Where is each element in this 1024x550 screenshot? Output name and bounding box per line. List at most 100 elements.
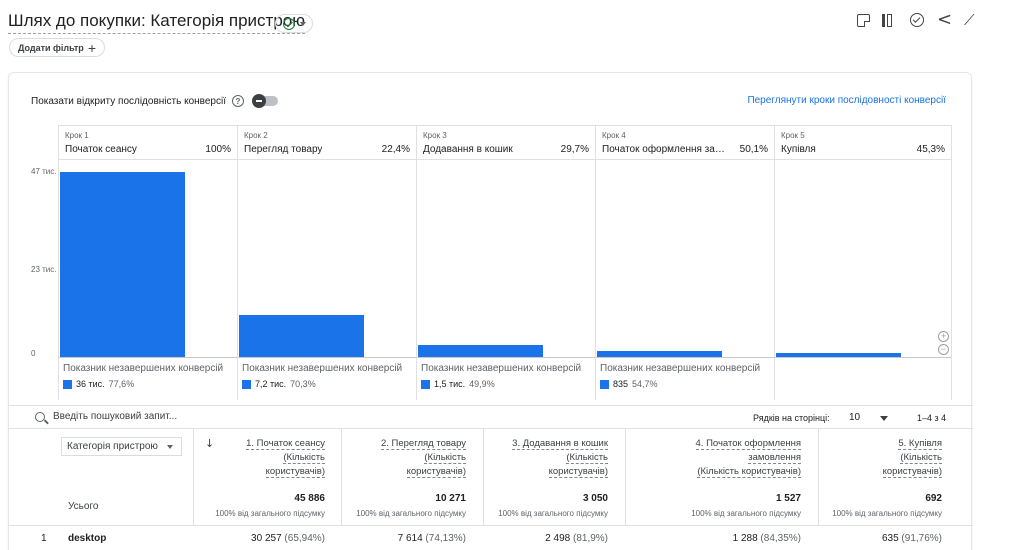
cell-percent: (91,76%) (901, 533, 942, 544)
funnel-step-2[interactable]: Крок 2 Перегляд товару 22,4% Показник незав… (237, 125, 416, 400)
funnel-bar[interactable] (776, 353, 901, 357)
step-header: Крок 2 Перегляд товару 22,4% (238, 125, 416, 160)
cell-value: 30 257 (251, 533, 282, 544)
abandonment-count: 7,2 тис. (255, 379, 287, 389)
search-icon (35, 412, 45, 422)
sort-arrow-icon[interactable]: ↓ (205, 437, 215, 450)
search-input[interactable] (53, 411, 253, 422)
chevron-down-icon (299, 21, 306, 26)
table-header: Категорія пристрою ↓ Усього 1. Початок с… (9, 429, 973, 525)
total-value: 692 (925, 493, 942, 504)
column-header-line: 4. Початок оформлення (695, 438, 801, 450)
total-subtext: 100% від загального підсумку (356, 509, 466, 518)
open-sequence-row: Показати відкриту послідовність конверсі… (31, 95, 244, 107)
cell-value: 635 (881, 533, 899, 544)
row-dimension: desktop (68, 533, 107, 544)
column-header-line: (Кількість (424, 452, 466, 464)
step-plot (238, 161, 416, 357)
table-row[interactable]: 1 desktop 30 257 (65,94%) 7 614 (74,13%) 2 4… (9, 525, 973, 549)
y-tick: 23 тис. (31, 265, 57, 274)
step-number: Крок 3 (423, 131, 447, 140)
funnel-bar[interactable] (239, 315, 364, 357)
total-subtext: 100% від загального підсумку (832, 509, 942, 518)
table-toolbar: Рядків на сторінці: 10 1–4 з 4 (9, 405, 973, 429)
cell-percent: (81,9%) (572, 533, 608, 544)
rows-per-page-select[interactable]: 10 (849, 412, 861, 423)
column-header-2[interactable]: 2. Перегляд товару (Кількість користувачів… (380, 437, 466, 479)
y-tick: 0 (31, 349, 36, 358)
step-header: Крок 4 Початок оформлення зам... 50,1% (596, 125, 774, 160)
page-title[interactable]: Шлях до покупки: Категорія пристрою (8, 11, 305, 34)
insights-icon[interactable] (910, 13, 924, 27)
total-subtext: 100% від загального підсумку (691, 509, 801, 518)
row-cell: 635 (91,76%) (882, 533, 942, 544)
toolbar: ⟋ (857, 9, 980, 30)
column-header-1[interactable]: 1. Початок сеансу (Кількість користувачів) (246, 437, 325, 479)
abandonment-value: 835 54,7% (600, 379, 658, 389)
funnel-chart: 47 тис. 23 тис. 0 + − Крок 1 Початок сеан… (9, 125, 973, 400)
abandonment-label: Показник незавершених конверсій (600, 363, 761, 374)
column-header-3[interactable]: 3. Додавання в кошик (Кількість користувач… (512, 437, 608, 479)
y-tick: 47 тис. (31, 167, 57, 176)
legend-swatch (600, 379, 609, 389)
step-name: Додавання в кошик (423, 144, 513, 155)
rows-per-page-label: Рядків на сторінці: (753, 413, 830, 423)
compare-icon[interactable] (882, 12, 898, 28)
legend-swatch (63, 379, 72, 389)
chevron-down-icon[interactable] (880, 416, 888, 421)
funnel-step-5[interactable]: Крок 5 Купівля 45,3% (774, 125, 952, 400)
abandonment-percent: 49,9% (469, 379, 495, 389)
step-number: Крок 1 (65, 131, 89, 140)
note-icon[interactable] (857, 13, 870, 27)
help-icon[interactable]: ? (231, 95, 244, 107)
abandonment-count: 835 (613, 379, 629, 389)
trend-icon[interactable]: ⟋ (964, 11, 975, 29)
abandonment-section: Показник незавершених конверсій 36 тис. 77… (59, 357, 237, 400)
total-value: 45 886 (294, 493, 325, 504)
column-header-line: (Кількість (900, 452, 942, 464)
step-name: Початок оформлення зам... (602, 144, 727, 155)
step-header: Крок 5 Купівля 45,3% (775, 125, 951, 160)
dimension-label: Категорія пристрою (67, 441, 158, 452)
status-dropdown[interactable] (275, 14, 313, 33)
pagination-range: 1–4 з 4 (917, 413, 947, 423)
step-percent: 22,4% (381, 144, 410, 155)
column-divider (193, 429, 194, 525)
funnel-bar[interactable] (418, 344, 543, 357)
dimension-select[interactable]: Категорія пристрою (61, 437, 182, 456)
column-header-5[interactable]: 5. Купівля (Кількість користувачів) (882, 437, 942, 479)
cell-value: 2 498 (545, 533, 571, 544)
zoom-out-icon[interactable]: − (938, 344, 949, 355)
funnel-step-4[interactable]: Крок 4 Початок оформлення зам... 50,1% Пока… (595, 125, 774, 400)
abandonment-label: Показник незавершених конверсій (63, 363, 224, 374)
open-sequence-toggle[interactable] (252, 94, 278, 108)
column-divider (625, 429, 626, 525)
column-header-line: (Кількість (566, 452, 608, 464)
total-value: 10 271 (435, 493, 466, 504)
plus-icon: + (87, 39, 96, 56)
step-name: Перегляд товару (244, 144, 323, 155)
column-divider (818, 429, 819, 525)
column-header-line: користувачів) (265, 466, 325, 478)
step-name: Початок сеансу (65, 144, 137, 155)
column-header-line: (Кількість користувачів) (697, 466, 801, 478)
total-value: 3 050 (582, 493, 608, 504)
zoom-in-icon[interactable]: + (938, 331, 949, 342)
funnel-step-3[interactable]: Крок 3 Додавання в кошик 29,7% Показник нез… (416, 125, 595, 400)
abandonment-percent: 54,7% (632, 379, 658, 389)
step-plot (59, 161, 237, 357)
column-header-4[interactable]: 4. Початок оформлення замовлення (Кількіст… (695, 437, 801, 479)
cell-value: 7 614 (397, 533, 423, 544)
funnel-bar[interactable] (597, 350, 722, 357)
funnel-bar[interactable] (60, 171, 185, 357)
add-filter-label: Додати фільтр (18, 42, 84, 53)
funnel-card: Показати відкриту послідовність конверсі… (8, 72, 973, 550)
column-header-line: 3. Додавання в кошик (512, 438, 608, 450)
abandonment-label: Показник незавершених конверсій (242, 363, 403, 374)
add-filter-button[interactable]: Додати фільтр + (9, 38, 105, 57)
column-header-line: 2. Перегляд товару (380, 438, 466, 450)
share-icon[interactable] (936, 9, 952, 30)
view-steps-link[interactable]: Переглянути кроки послідовності конверсі… (747, 95, 946, 106)
funnel-step-1[interactable]: Крок 1 Початок сеансу 100% Показник незавер… (58, 125, 237, 400)
abandonment-count: 1,5 тис. (434, 379, 466, 389)
